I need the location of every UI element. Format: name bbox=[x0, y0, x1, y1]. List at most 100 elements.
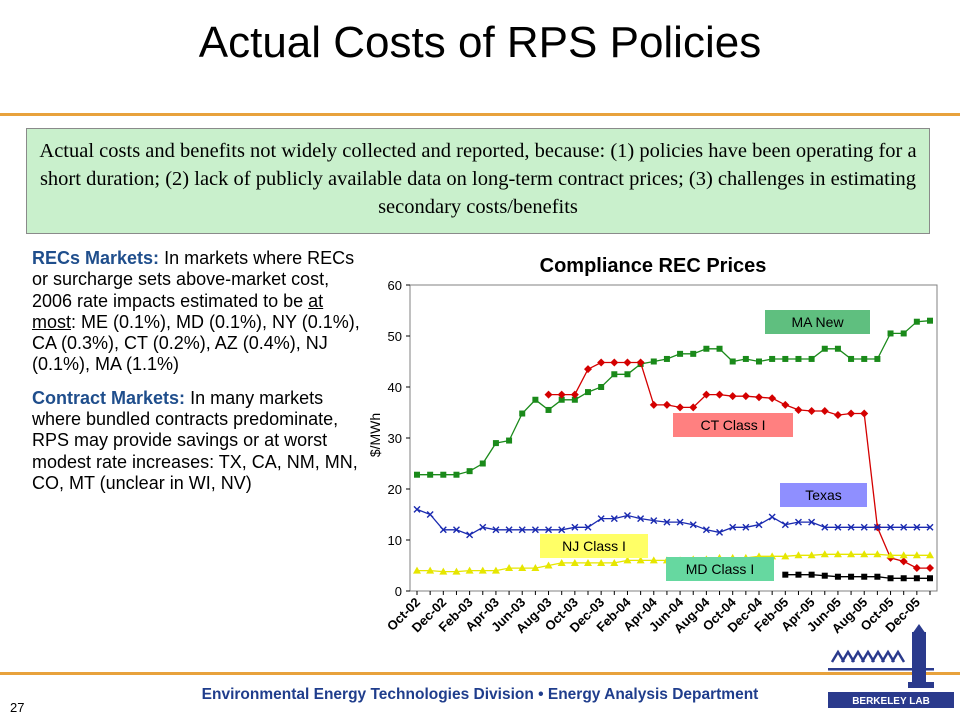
data-point bbox=[452, 526, 460, 534]
data-point bbox=[676, 518, 684, 526]
data-point bbox=[795, 355, 802, 362]
series-label-box bbox=[540, 534, 648, 558]
data-point bbox=[873, 550, 882, 558]
series-label-texas: Texas bbox=[780, 483, 867, 507]
data-point bbox=[833, 411, 842, 420]
series-label-text: NJ Class I bbox=[562, 538, 626, 554]
data-point bbox=[899, 557, 908, 566]
data-point bbox=[900, 523, 908, 531]
callout-box: Actual costs and benefits not widely col… bbox=[26, 128, 930, 234]
data-point bbox=[571, 523, 579, 531]
data-point bbox=[532, 396, 539, 403]
bullet-recs-most: most bbox=[32, 311, 72, 332]
bullet-contract-markets: Contract Markets: In many markets where … bbox=[32, 388, 362, 494]
data-point bbox=[479, 460, 486, 467]
data-point bbox=[820, 550, 829, 558]
data-point bbox=[545, 526, 553, 534]
data-point bbox=[833, 550, 842, 558]
y-tick-label: 40 bbox=[388, 380, 402, 395]
data-point bbox=[623, 512, 631, 520]
data-point bbox=[650, 358, 657, 365]
data-point bbox=[795, 571, 802, 578]
data-point bbox=[860, 523, 868, 531]
data-point bbox=[649, 400, 658, 409]
data-point bbox=[873, 523, 881, 531]
data-point bbox=[598, 384, 605, 390]
y-tick-label: 50 bbox=[388, 329, 402, 344]
data-point bbox=[558, 526, 566, 534]
data-point bbox=[769, 355, 776, 362]
data-point bbox=[611, 371, 618, 378]
data-point bbox=[899, 551, 908, 559]
data-point bbox=[597, 558, 606, 566]
data-point bbox=[794, 551, 803, 559]
data-point bbox=[874, 573, 881, 580]
data-point bbox=[847, 523, 855, 531]
data-point bbox=[677, 350, 684, 357]
data-point bbox=[729, 358, 736, 365]
data-point bbox=[847, 550, 856, 558]
data-point bbox=[808, 518, 816, 526]
data-point bbox=[781, 400, 790, 409]
data-point bbox=[782, 355, 789, 362]
data-point bbox=[689, 521, 697, 529]
y-tick-label: 20 bbox=[388, 482, 402, 497]
data-point bbox=[807, 406, 816, 415]
series-ma-new bbox=[414, 317, 933, 478]
data-point bbox=[887, 575, 894, 582]
data-point bbox=[927, 317, 933, 324]
data-point bbox=[860, 409, 869, 418]
data-point bbox=[413, 566, 421, 574]
data-point bbox=[597, 515, 605, 523]
data-point bbox=[440, 471, 447, 478]
data-point bbox=[861, 355, 868, 362]
data-point bbox=[491, 566, 500, 574]
chart-series-labels: MA New CT Class I Texas NJ Class I MD Class … bbox=[540, 310, 870, 581]
y-tick-label: 0 bbox=[395, 584, 402, 599]
bullet-contract-heading: Contract Markets: bbox=[32, 387, 186, 408]
series-label-text: Texas bbox=[805, 487, 842, 503]
data-point bbox=[519, 410, 526, 417]
series-line bbox=[417, 320, 931, 476]
data-point bbox=[649, 556, 658, 564]
data-point bbox=[900, 330, 907, 337]
data-point bbox=[927, 575, 933, 582]
data-point bbox=[439, 567, 448, 575]
data-point bbox=[545, 406, 552, 413]
berkeley-lab-logo: BERKELEY LAB bbox=[828, 624, 954, 708]
top-divider bbox=[0, 113, 960, 116]
data-point bbox=[848, 355, 855, 362]
data-point bbox=[755, 521, 763, 529]
data-point bbox=[729, 523, 737, 531]
footer-text: Environmental Energy Technologies Divisi… bbox=[201, 686, 759, 703]
data-point bbox=[768, 394, 777, 403]
series-line bbox=[416, 508, 930, 536]
data-point bbox=[636, 358, 645, 367]
series-label-md-class-i: MD Class I bbox=[666, 557, 774, 581]
page-number: 27 bbox=[10, 700, 25, 715]
data-point bbox=[742, 523, 750, 531]
series-label-box bbox=[666, 557, 774, 581]
data-point bbox=[926, 551, 934, 559]
slide-title: Actual Costs of RPS Policies bbox=[198, 18, 762, 67]
series-md-class-i bbox=[782, 571, 933, 582]
data-point bbox=[544, 390, 553, 399]
series-label-box bbox=[673, 413, 793, 437]
data-point bbox=[531, 564, 540, 572]
data-point bbox=[874, 355, 881, 362]
data-point bbox=[676, 403, 685, 412]
data-point bbox=[702, 390, 711, 399]
data-point bbox=[768, 513, 776, 521]
series-label-ma-new: MA New bbox=[765, 310, 870, 334]
bullet-recs-text-a: In markets where RECs or surcharge sets … bbox=[32, 248, 355, 311]
data-point bbox=[821, 572, 828, 579]
data-point bbox=[453, 471, 460, 478]
data-point bbox=[861, 573, 868, 580]
data-point bbox=[741, 392, 750, 401]
data-point bbox=[663, 355, 670, 362]
data-point bbox=[781, 521, 789, 529]
data-point bbox=[847, 409, 856, 418]
logo-text: BERKELEY LAB bbox=[852, 696, 930, 707]
series-label-ct-class-i: CT Class I bbox=[673, 413, 793, 437]
data-point bbox=[808, 571, 815, 578]
